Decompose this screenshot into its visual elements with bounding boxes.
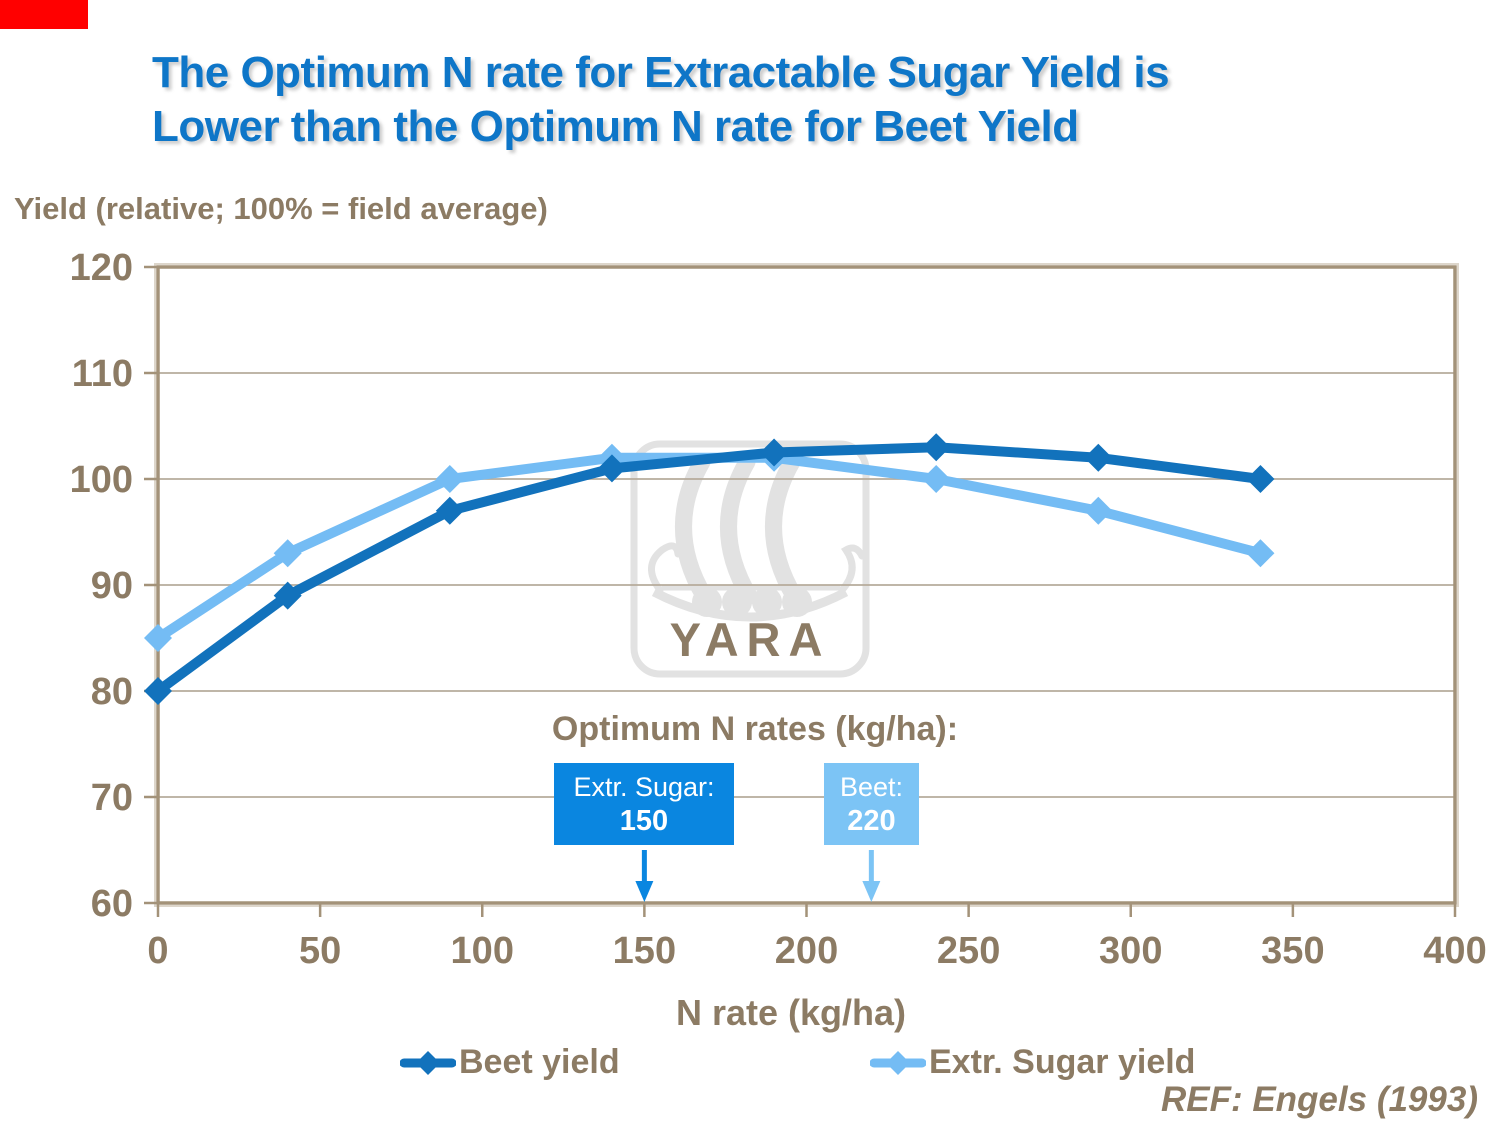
x-axis-title: N rate (kg/ha) xyxy=(675,992,907,1033)
optimum-box-1-value: 220 xyxy=(847,805,896,837)
optimum-box-1-label: Beet: xyxy=(839,772,904,802)
y-tick-label: 100 xyxy=(70,459,133,501)
watermark-frame-icon xyxy=(630,440,870,678)
y-axis-title: Yield (relative; 100% = field average) xyxy=(14,191,548,226)
data-point-marker xyxy=(922,465,951,493)
data-point-marker xyxy=(435,496,464,525)
data-point-marker xyxy=(760,438,789,467)
y-tick-label: 120 xyxy=(70,247,133,289)
y-tick-label: 110 xyxy=(72,353,133,395)
slide-title-line2: Lower than the Optimum N rate for Beet Y… xyxy=(152,102,1079,151)
data-point-marker xyxy=(1246,465,1275,493)
gridlines xyxy=(158,372,1455,798)
reference-text: REF: Engels (1993) xyxy=(1160,1080,1478,1119)
data-point-marker xyxy=(435,465,464,493)
data-point-marker xyxy=(144,624,172,652)
data-point-marker xyxy=(1246,539,1275,568)
optimum-heading: Optimum N rates (kg/ha): xyxy=(551,710,959,748)
data-point-marker xyxy=(273,581,302,610)
y-tick-label: 80 xyxy=(91,671,133,713)
y-tick-label: 60 xyxy=(91,883,133,925)
optimum-box-0-label: Extr. Sugar: xyxy=(573,772,715,802)
series-beet-yield xyxy=(144,433,1275,705)
y-tick-label: 70 xyxy=(91,777,133,819)
x-tick-label: 200 xyxy=(775,930,838,972)
optimum-box-1: Beet: 220 xyxy=(824,763,919,845)
legend-label-sugar-yield: Extr. Sugar yield xyxy=(929,1043,1196,1081)
watermark-text: YARA xyxy=(670,613,831,666)
optimum-box-0-value: 150 xyxy=(619,805,669,837)
optimum-arrow-1 xyxy=(862,850,881,902)
x-tick-label: 150 xyxy=(613,930,676,972)
slide-title: The Optimum N rate for Extractable Sugar… xyxy=(152,46,1402,154)
y-tick-label: 90 xyxy=(91,565,133,607)
viking-ship-icon xyxy=(648,453,866,622)
series-line xyxy=(153,442,1266,696)
x-tick-label: 0 xyxy=(147,930,168,972)
x-tick-label: 50 xyxy=(299,930,341,972)
optimum-box-0: Extr. Sugar: 150 xyxy=(554,763,734,845)
legend-item-beet-yield: Beet yield xyxy=(400,1043,620,1082)
data-point-marker xyxy=(144,677,172,705)
x-tick-label: 250 xyxy=(937,930,1000,972)
legend-item-sugar-yield: Extr. Sugar yield xyxy=(870,1043,1195,1082)
yara-watermark: YARA xyxy=(630,440,870,678)
optimum-arrow-0 xyxy=(635,850,654,902)
data-point-marker xyxy=(273,539,302,568)
x-tick-label: 400 xyxy=(1423,930,1486,972)
data-point-marker xyxy=(597,454,626,483)
red-accent-bar xyxy=(0,0,88,29)
x-tick-label: 300 xyxy=(1099,930,1162,972)
data-point-marker xyxy=(922,433,951,462)
axes: 60 70 80 90 100 110 120 0 50 100 150 200 250 300 350 40… xyxy=(70,247,1487,972)
legend-marker-sugar-icon xyxy=(870,1050,926,1075)
data-point-marker xyxy=(1084,496,1113,525)
x-tick-label: 350 xyxy=(1261,930,1324,972)
data-point-marker xyxy=(1084,443,1113,472)
slide-title-line1: The Optimum N rate for Extractable Sugar… xyxy=(152,48,1170,97)
legend-marker-beet-icon xyxy=(400,1050,456,1075)
x-tick-label: 100 xyxy=(451,930,514,972)
legend-label-beet-yield: Beet yield xyxy=(459,1043,620,1081)
